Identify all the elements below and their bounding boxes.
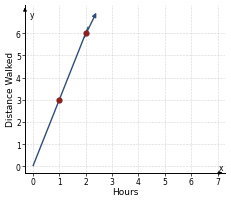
Text: y: y <box>29 11 34 20</box>
Point <box>58 99 61 102</box>
Y-axis label: Distance Walked: Distance Walked <box>6 52 15 127</box>
Text: x: x <box>219 163 224 172</box>
Point <box>84 33 88 36</box>
X-axis label: Hours: Hours <box>112 187 138 197</box>
